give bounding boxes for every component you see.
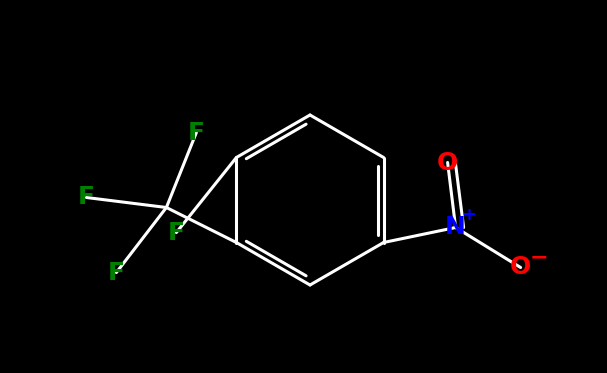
Text: F: F (108, 260, 125, 285)
Text: O: O (437, 150, 458, 175)
Text: +: + (461, 207, 476, 225)
Text: F: F (168, 220, 185, 244)
Text: N: N (445, 216, 466, 239)
Text: F: F (78, 185, 95, 210)
Text: F: F (188, 120, 205, 144)
Text: −: − (529, 248, 548, 267)
Text: O: O (510, 256, 531, 279)
